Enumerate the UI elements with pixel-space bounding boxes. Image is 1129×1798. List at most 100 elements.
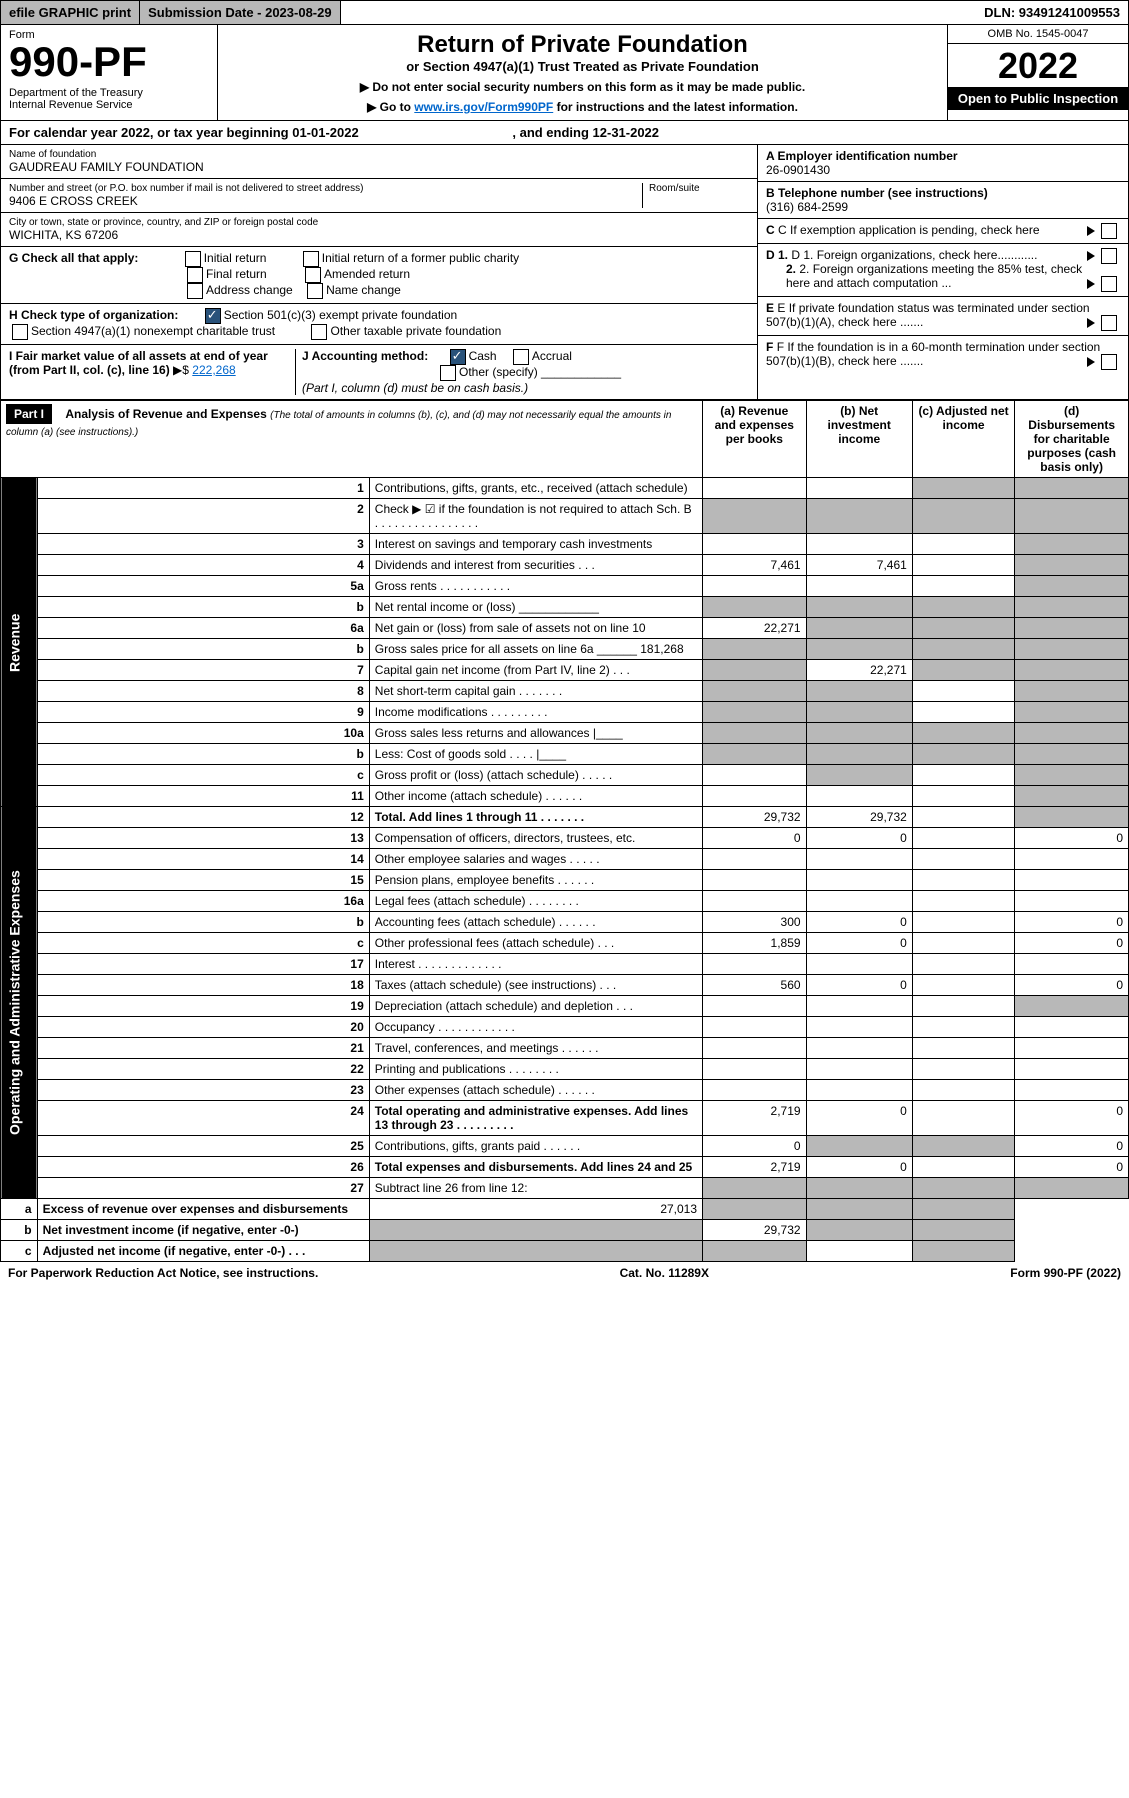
cell-col-d — [1015, 534, 1129, 555]
col-a-header: (a) Revenue and expenses per books — [703, 401, 807, 478]
cell-col-c — [912, 723, 1014, 744]
table-row: 11Other income (attach schedule) . . . .… — [1, 786, 1129, 807]
cell-col-d — [912, 1241, 1014, 1262]
cell-col-b — [806, 744, 912, 765]
4947a1-checkbox[interactable] — [12, 324, 28, 340]
table-row: 19Depreciation (attach schedule) and dep… — [1, 996, 1129, 1017]
table-row: 23Other expenses (attach schedule) . . .… — [1, 1080, 1129, 1101]
line-description: Other income (attach schedule) . . . . .… — [369, 786, 702, 807]
initial-return-checkbox[interactable] — [185, 251, 201, 267]
line-description: Other employee salaries and wages . . . … — [369, 849, 702, 870]
line-description: Check ▶ ☑ if the foundation is not requi… — [369, 499, 702, 534]
cell-col-c — [912, 912, 1014, 933]
60month-checkbox[interactable] — [1101, 354, 1117, 370]
form-ref: Form 990-PF (2022) — [1010, 1266, 1121, 1280]
table-row: bNet rental income or (loss) ___________… — [1, 597, 1129, 618]
cell-col-a: 7,461 — [703, 555, 807, 576]
exemption-pending-checkbox[interactable] — [1101, 223, 1117, 239]
cell-col-a: 27,013 — [369, 1199, 702, 1220]
table-row: 21Travel, conferences, and meetings . . … — [1, 1038, 1129, 1059]
address-change-checkbox[interactable] — [187, 283, 203, 299]
cell-col-c — [912, 1038, 1014, 1059]
name-change-checkbox[interactable] — [307, 283, 323, 299]
cell-col-d — [1015, 744, 1129, 765]
part-i-table: Part I Analysis of Revenue and Expenses … — [0, 400, 1129, 1262]
line-number: 9 — [37, 702, 369, 723]
line-number: 1 — [37, 478, 369, 499]
cell-col-b: 7,461 — [806, 555, 912, 576]
line-description: Adjusted net income (if negative, enter … — [37, 1241, 369, 1262]
cell-col-b — [806, 996, 912, 1017]
line-number: b — [37, 912, 369, 933]
cell-col-b — [806, 639, 912, 660]
col-b-header: (b) Net investment income — [806, 401, 912, 478]
cell-col-b — [806, 681, 912, 702]
fmv-value[interactable]: 222,268 — [192, 363, 235, 377]
cell-col-d — [1015, 1038, 1129, 1059]
line-number: 16a — [37, 891, 369, 912]
form-note-1: ▶ Do not enter social security numbers o… — [224, 80, 941, 94]
instructions-link[interactable]: www.irs.gov/Form990PF — [414, 100, 553, 114]
cell-col-b — [806, 1038, 912, 1059]
table-row: 26Total expenses and disbursements. Add … — [1, 1157, 1129, 1178]
cell-col-b — [806, 954, 912, 975]
cash-checkbox[interactable] — [450, 349, 466, 365]
catalog-number: Cat. No. 11289X — [620, 1266, 709, 1280]
amended-return-checkbox[interactable] — [305, 267, 321, 283]
line-number: 21 — [37, 1038, 369, 1059]
cell-col-d — [1015, 597, 1129, 618]
line-number: 15 — [37, 870, 369, 891]
line-description: Accounting fees (attach schedule) . . . … — [369, 912, 702, 933]
line-number: 22 — [37, 1059, 369, 1080]
line-number: 7 — [37, 660, 369, 681]
cell-col-c — [912, 660, 1014, 681]
line-number: 4 — [37, 555, 369, 576]
table-row: 27Subtract line 26 from line 12: — [1, 1178, 1129, 1199]
cell-col-b — [806, 1136, 912, 1157]
cell-col-b — [806, 499, 912, 534]
cell-col-a — [703, 597, 807, 618]
accrual-checkbox[interactable] — [513, 349, 529, 365]
cell-col-d: 0 — [1015, 828, 1129, 849]
line-description: Travel, conferences, and meetings . . . … — [369, 1038, 702, 1059]
former-charity-checkbox[interactable] — [303, 251, 319, 267]
line-description: Gross profit or (loss) (attach schedule)… — [369, 765, 702, 786]
cell-col-c — [912, 1157, 1014, 1178]
efile-print-button[interactable]: efile GRAPHIC print — [1, 1, 140, 24]
cell-col-b — [806, 1080, 912, 1101]
cell-col-a: 560 — [703, 975, 807, 996]
form-note-2: ▶ Go to www.irs.gov/Form990PF for instru… — [224, 100, 941, 114]
other-taxable-checkbox[interactable] — [311, 324, 327, 340]
cell-col-b — [806, 1059, 912, 1080]
line-description: Subtract line 26 from line 12: — [369, 1178, 702, 1199]
cell-col-b: 29,732 — [806, 807, 912, 828]
line-description: Net investment income (if negative, ente… — [37, 1220, 369, 1241]
final-return-checkbox[interactable] — [187, 267, 203, 283]
submission-date: Submission Date - 2023-08-29 — [140, 1, 341, 24]
line-number: c — [1, 1241, 38, 1262]
cell-col-d — [1015, 478, 1129, 499]
cell-col-c — [912, 765, 1014, 786]
dln-number: DLN: 93491241009553 — [976, 1, 1128, 24]
cell-col-d — [1015, 1080, 1129, 1101]
501c3-checkbox[interactable] — [205, 308, 221, 324]
line-description: Interest . . . . . . . . . . . . . — [369, 954, 702, 975]
table-row: cAdjusted net income (if negative, enter… — [1, 1241, 1129, 1262]
cell-col-c — [912, 639, 1014, 660]
85pct-test-checkbox[interactable] — [1101, 276, 1117, 292]
cell-col-d — [1015, 849, 1129, 870]
cell-col-a — [703, 744, 807, 765]
cell-col-b — [806, 723, 912, 744]
cell-col-c — [912, 786, 1014, 807]
cell-col-a — [703, 765, 807, 786]
table-row: 9Income modifications . . . . . . . . . — [1, 702, 1129, 723]
status-terminated-checkbox[interactable] — [1101, 315, 1117, 331]
cell-col-a — [703, 786, 807, 807]
cell-col-d: 0 — [1015, 933, 1129, 954]
line-description: Less: Cost of goods sold . . . . |____ — [369, 744, 702, 765]
cell-col-d — [1015, 499, 1129, 534]
cell-col-a: 29,732 — [703, 807, 807, 828]
other-method-checkbox[interactable] — [440, 365, 456, 381]
foreign-org-checkbox[interactable] — [1101, 248, 1117, 264]
table-row: 4Dividends and interest from securities … — [1, 555, 1129, 576]
